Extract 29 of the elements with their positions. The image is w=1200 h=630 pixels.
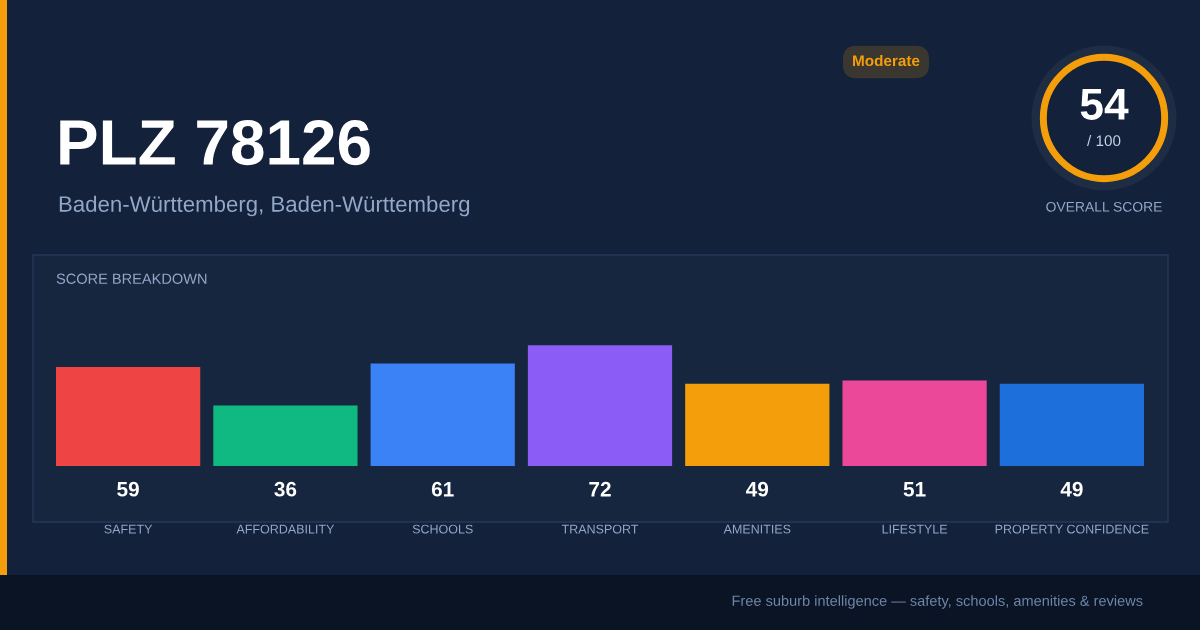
text: OVERALL SCORE [1046,201,1162,212]
bar [56,366,201,466]
chart-title: PLZ 78126 [60,119,370,166]
text: Moderate [853,54,920,67]
data-label: 36 [274,481,297,497]
x-tick-label: SCHOOLS [412,524,473,534]
data-label: 61 [431,481,454,497]
x-tick-label: AMENITIES [723,524,791,534]
x-tick-label: LIFESTYLE [882,524,948,534]
bar [213,405,358,466]
x-tick-label: PROPERTY CONFIDENCE [995,524,1149,534]
data-label: 59 [117,481,139,497]
bar [842,380,987,466]
text: 54 [1080,88,1129,120]
chart-subtitle: Baden-Württemberg, Baden-Württemberg [59,195,470,217]
bar [527,345,673,466]
data-label: 51 [903,482,926,497]
data-label: 72 [589,481,611,497]
x-tick-label: SAFETY [104,524,153,534]
text: SCORE BREAKDOWN [56,273,207,284]
data-label: 49 [1060,481,1083,497]
x-tick-label: AFFORDABILITY [236,524,335,534]
bar [999,383,1144,466]
text: Free suburb intelligence — safety, schools, amenities & reviews [732,595,1143,609]
text: / 100 [1087,134,1121,147]
data-label: 49 [746,481,769,497]
x-tick-label: TRANSPORT [561,524,639,534]
bar [685,383,830,466]
bar [370,363,515,466]
